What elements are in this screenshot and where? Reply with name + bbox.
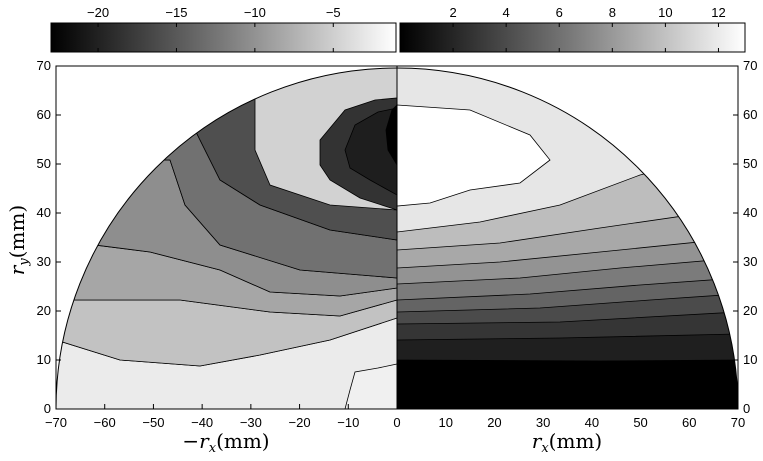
y-tick-label-left: 20	[37, 303, 51, 318]
x-tick-label: −40	[191, 415, 213, 430]
x-tick-label: 50	[633, 415, 647, 430]
x-tick-label: 60	[682, 415, 696, 430]
x-tick-label: −50	[142, 415, 164, 430]
colorbar-tick-label: 6	[556, 5, 563, 20]
colorbar-tick-label: −15	[165, 5, 187, 20]
colorbar-tick-label: −5	[326, 5, 341, 20]
y-tick-label-left: 10	[37, 352, 51, 367]
y-tick-label-right: 0	[743, 401, 750, 416]
colorbar-tick-label: 10	[658, 5, 672, 20]
colorbar-tick-label: 2	[449, 5, 456, 20]
colorbar-left	[50, 22, 397, 53]
x-tick-label: 70	[731, 415, 745, 430]
x-tick-label: 20	[487, 415, 501, 430]
x-tick-label: −70	[45, 415, 67, 430]
x-tick-label: −20	[289, 415, 311, 430]
colorbar-right-ticks: 2 4 6 8 10 12	[449, 5, 726, 52]
xlabel-right: rx(mm)	[532, 429, 602, 456]
y-tick-label-left: 30	[37, 254, 51, 269]
x-ticks: −70 −60 −50 −40 −30 −20 −10 0 10 20 30 40 50 60 70	[45, 404, 745, 430]
colorbar-tick-label: −10	[244, 5, 266, 20]
xlabel-left: −rx(mm)	[182, 429, 269, 456]
x-tick-label: 30	[536, 415, 550, 430]
x-tick-label: −60	[94, 415, 116, 430]
y-ticks: 0 0 10 10 20 20 30 30 40 40 50 50 60 60 70 70	[37, 58, 758, 416]
y-tick-label-right: 10	[743, 352, 757, 367]
contour-field	[56, 68, 738, 409]
x-tick-label: −30	[240, 415, 262, 430]
y-tick-label-left: 0	[44, 401, 51, 416]
y-tick-label-left: 60	[37, 107, 51, 122]
y-tick-label-right: 40	[743, 205, 757, 220]
colorbar-tick-label: 12	[711, 5, 725, 20]
ylabel: ry(mm)	[5, 205, 32, 275]
y-tick-label-left: 70	[37, 58, 51, 73]
x-tick-label: 10	[438, 415, 452, 430]
y-tick-label-right: 30	[743, 254, 757, 269]
colorbar-tick-label: −20	[87, 5, 109, 20]
colorbar-tick-label: 8	[609, 5, 616, 20]
right-band-hole	[396, 104, 551, 207]
colorbar-right	[399, 22, 746, 53]
x-tick-label: −10	[337, 415, 359, 430]
y-tick-label-right: 50	[743, 156, 757, 171]
right-band-10	[396, 359, 738, 409]
y-tick-label-left: 50	[37, 156, 51, 171]
y-tick-label-right: 60	[743, 107, 757, 122]
colorbar-tick-label: 4	[503, 5, 510, 20]
x-tick-label: 0	[393, 415, 400, 430]
colorbar-left-ticks: −20 −15 −10 −5	[87, 5, 341, 52]
x-tick-label: 40	[585, 415, 599, 430]
y-tick-label-right: 70	[743, 58, 757, 73]
y-tick-label-left: 40	[37, 205, 51, 220]
y-tick-label-right: 20	[743, 303, 757, 318]
